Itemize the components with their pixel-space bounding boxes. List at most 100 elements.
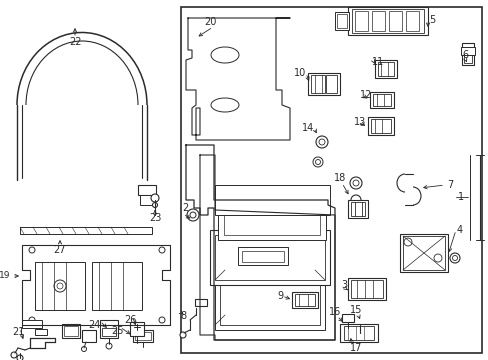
Text: 18: 18 [333,173,346,183]
Text: 1: 1 [457,192,463,202]
Circle shape [449,253,459,263]
Text: 23: 23 [148,213,161,223]
Text: 4: 4 [456,225,462,235]
Bar [64,326,78,336]
Circle shape [186,209,199,221]
Bar [343,326,373,340]
Bar [370,119,390,133]
Text: 19: 19 [0,271,10,280]
Bar [377,62,393,76]
Circle shape [356,332,362,338]
Text: 9: 9 [276,291,283,301]
Bar [310,75,325,93]
Text: 13: 13 [353,117,366,127]
Text: 17: 17 [349,343,362,353]
Bar [215,235,325,280]
Circle shape [350,195,360,205]
Text: 11: 11 [371,57,384,67]
Bar [336,14,346,28]
Bar [35,329,47,335]
Bar [369,92,393,108]
Bar [402,236,444,270]
Text: 8: 8 [180,311,185,321]
Circle shape [54,280,66,292]
Bar [62,324,80,338]
Text: 6: 6 [461,50,467,60]
Circle shape [312,157,323,167]
Circle shape [352,180,358,186]
Text: 24: 24 [88,320,100,330]
Bar [209,230,329,285]
Bar [220,255,319,325]
Bar [92,262,142,310]
Circle shape [159,317,164,323]
Bar [130,322,143,336]
Text: 10: 10 [293,68,305,78]
Bar [224,195,319,235]
Bar [181,7,481,353]
Text: 26: 26 [123,315,136,325]
Bar [372,94,390,106]
Bar [461,43,473,65]
Text: 5: 5 [428,15,434,25]
Circle shape [318,139,325,145]
Circle shape [451,256,457,261]
Bar [399,234,447,272]
Bar [374,60,396,78]
Bar [102,328,116,336]
Bar [135,332,151,340]
Text: 20: 20 [203,17,216,27]
Circle shape [57,283,63,289]
Bar [215,185,329,215]
Bar [35,262,85,310]
Bar [354,11,367,31]
Circle shape [11,352,17,358]
Bar [460,47,474,55]
Bar [371,11,384,31]
Bar [367,117,393,135]
Text: 7: 7 [446,180,452,190]
Bar [388,11,401,31]
Bar [22,320,42,328]
Circle shape [159,247,164,253]
Bar [218,190,325,240]
Circle shape [81,346,86,351]
Circle shape [106,343,112,349]
Bar [325,75,336,93]
Bar [339,324,377,342]
Text: 21: 21 [12,327,24,337]
Bar [215,250,325,330]
Bar [350,202,364,216]
Bar [350,280,382,298]
Bar [140,195,154,205]
Bar [307,73,339,95]
Bar [242,251,284,262]
Text: 15: 15 [349,305,362,315]
Bar [238,247,287,265]
Bar [341,314,353,322]
Circle shape [349,177,361,189]
Bar [334,12,348,30]
Circle shape [17,355,23,360]
Text: 22: 22 [69,37,81,47]
Text: 12: 12 [359,90,371,100]
Bar [347,7,427,35]
Text: 27: 27 [54,245,66,255]
Circle shape [433,254,441,262]
Circle shape [152,202,157,207]
Bar [82,330,96,342]
Circle shape [151,194,159,202]
Circle shape [403,238,411,246]
Text: 25: 25 [112,326,124,336]
Circle shape [29,317,35,323]
Text: 3: 3 [340,280,346,290]
Bar [138,185,156,195]
Text: 14: 14 [301,123,313,133]
Bar [195,299,206,306]
Circle shape [180,332,185,338]
Text: 16: 16 [328,307,341,317]
Bar [291,292,317,308]
Bar [20,227,152,234]
Circle shape [315,136,327,148]
Circle shape [315,159,320,165]
